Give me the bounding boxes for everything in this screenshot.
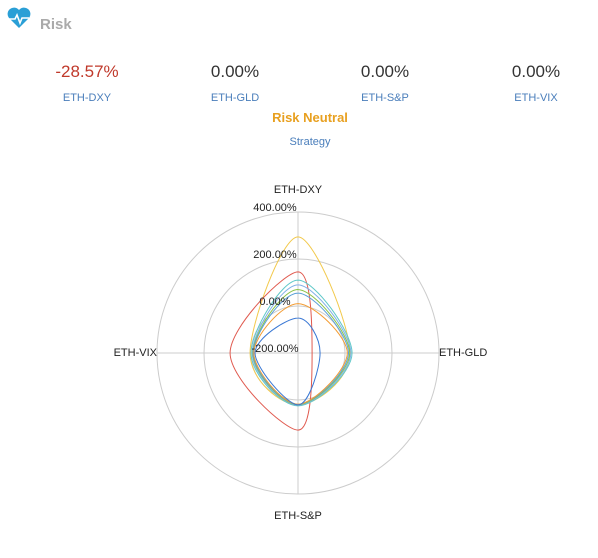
- series-line: [250, 279, 353, 407]
- radial-tick-label: -200.00%: [251, 343, 298, 355]
- radial-tick-label: 200.00%: [253, 249, 297, 261]
- metric-label: ETH-GLD: [210, 92, 260, 104]
- metric-label: ETH-S&P: [361, 92, 409, 104]
- axis-label: ETH-DXY: [274, 184, 323, 196]
- metric-value: 0.00%: [210, 62, 260, 81]
- metric-value: -28.57%: [55, 62, 119, 81]
- series-line: [253, 303, 348, 405]
- metric-value: 0.00%: [511, 62, 561, 81]
- axis-label: ETH-S&P: [274, 510, 322, 522]
- axis-label: ETH-GLD: [439, 347, 487, 359]
- risk-icon: [7, 7, 31, 28]
- axis-label: ETH-VIX: [114, 347, 158, 359]
- metric-label: ETH-VIX: [514, 92, 558, 104]
- radial-tick-label: 400.00%: [253, 202, 297, 214]
- risk-status: Risk Neutral: [272, 110, 348, 125]
- series-line: [229, 271, 313, 431]
- section-title: Risk: [40, 16, 72, 33]
- strategy-link[interactable]: Strategy: [289, 136, 331, 148]
- metric-value: 0.00%: [360, 62, 410, 81]
- series-line: [254, 317, 321, 406]
- metric-label: ETH-DXY: [62, 92, 112, 104]
- radial-tick-label: 0.00%: [259, 296, 290, 308]
